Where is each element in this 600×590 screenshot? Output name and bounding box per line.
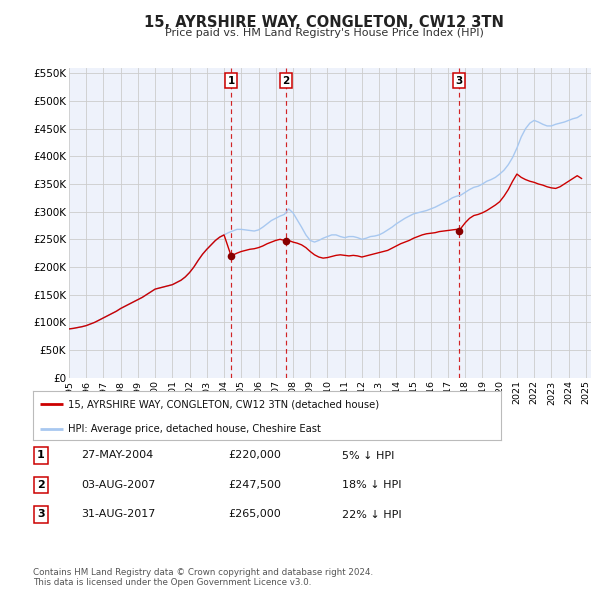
Text: 1: 1 [37,451,44,460]
Text: 2: 2 [282,76,290,86]
Text: HPI: Average price, detached house, Cheshire East: HPI: Average price, detached house, Ches… [68,424,321,434]
Text: 1: 1 [227,76,235,86]
Text: 15, AYRSHIRE WAY, CONGLETON, CW12 3TN: 15, AYRSHIRE WAY, CONGLETON, CW12 3TN [144,15,504,30]
Text: 3: 3 [456,76,463,86]
Text: 27-MAY-2004: 27-MAY-2004 [81,451,153,460]
Text: Price paid vs. HM Land Registry's House Price Index (HPI): Price paid vs. HM Land Registry's House … [164,28,484,38]
Text: 31-AUG-2017: 31-AUG-2017 [81,510,155,519]
Text: 2: 2 [37,480,44,490]
Text: 22% ↓ HPI: 22% ↓ HPI [342,510,401,519]
Text: 5% ↓ HPI: 5% ↓ HPI [342,451,394,460]
Text: 3: 3 [37,510,44,519]
Text: Contains HM Land Registry data © Crown copyright and database right 2024.
This d: Contains HM Land Registry data © Crown c… [33,568,373,587]
Text: 03-AUG-2007: 03-AUG-2007 [81,480,155,490]
Text: 15, AYRSHIRE WAY, CONGLETON, CW12 3TN (detached house): 15, AYRSHIRE WAY, CONGLETON, CW12 3TN (d… [68,399,379,409]
Text: £220,000: £220,000 [228,451,281,460]
Text: £265,000: £265,000 [228,510,281,519]
Text: 18% ↓ HPI: 18% ↓ HPI [342,480,401,490]
Text: £247,500: £247,500 [228,480,281,490]
